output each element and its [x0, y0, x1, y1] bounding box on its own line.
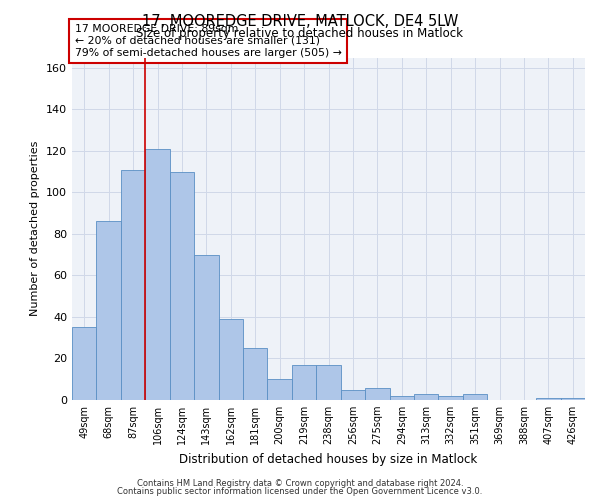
Bar — [463, 394, 487, 400]
Bar — [536, 398, 560, 400]
Bar — [316, 364, 341, 400]
X-axis label: Distribution of detached houses by size in Matlock: Distribution of detached houses by size … — [179, 452, 478, 466]
Text: 17 MOOREDGE DRIVE: 89sqm
← 20% of detached houses are smaller (131)
79% of semi-: 17 MOOREDGE DRIVE: 89sqm ← 20% of detach… — [74, 24, 341, 58]
Bar — [170, 172, 194, 400]
Text: Size of property relative to detached houses in Matlock: Size of property relative to detached ho… — [137, 28, 464, 40]
Text: Contains public sector information licensed under the Open Government Licence v3: Contains public sector information licen… — [118, 487, 482, 496]
Bar — [145, 149, 170, 400]
Bar — [560, 398, 585, 400]
Bar — [414, 394, 439, 400]
Bar — [341, 390, 365, 400]
Bar — [72, 328, 97, 400]
Text: Contains HM Land Registry data © Crown copyright and database right 2024.: Contains HM Land Registry data © Crown c… — [137, 478, 463, 488]
Bar — [292, 364, 316, 400]
Bar — [194, 254, 218, 400]
Bar — [243, 348, 268, 400]
Bar — [439, 396, 463, 400]
Text: 17, MOOREDGE DRIVE, MATLOCK, DE4 5LW: 17, MOOREDGE DRIVE, MATLOCK, DE4 5LW — [142, 14, 458, 29]
Bar — [218, 319, 243, 400]
Bar — [389, 396, 414, 400]
Bar — [121, 170, 145, 400]
Bar — [268, 379, 292, 400]
Bar — [365, 388, 389, 400]
Bar — [97, 222, 121, 400]
Y-axis label: Number of detached properties: Number of detached properties — [31, 141, 40, 316]
